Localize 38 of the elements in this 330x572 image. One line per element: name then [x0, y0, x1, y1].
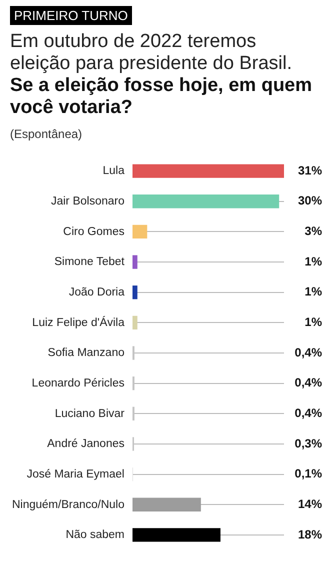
- data-label: 1%: [304, 254, 322, 268]
- bar: [132, 316, 138, 330]
- data-label: 3%: [304, 224, 322, 238]
- y-tick-label: André Janones: [47, 438, 125, 450]
- bar: [132, 498, 201, 512]
- bar: [132, 224, 148, 239]
- y-tick-label: João Doria: [68, 286, 126, 299]
- bar: [132, 194, 280, 208]
- data-label: 18%: [298, 527, 322, 542]
- chart-title: Em outubro de 2022 teremos eleição para presidente do Brasil.: [10, 31, 294, 75]
- bar: [132, 528, 220, 542]
- y-tick-label: Não sabem: [66, 529, 124, 542]
- y-tick-label: Lula: [102, 165, 126, 178]
- y-tick-label: Ciro Gomes: [63, 226, 125, 238]
- chart-subtitle: Se a eleição fosse hoje, em quem você votaria?: [10, 75, 314, 119]
- bar: [132, 164, 284, 178]
- data-label: 0,4%: [294, 376, 322, 390]
- y-tick-label: Luiz Felipe d'Ávila: [32, 316, 126, 329]
- y-tick-label: Simone Tebet: [54, 256, 126, 268]
- data-label: 31%: [298, 163, 322, 178]
- data-label: 0,4%: [294, 345, 322, 360]
- text: PRIMEIRO TURNO: [10, 6, 132, 25]
- data-label: 30%: [298, 194, 322, 208]
- data-label: 0,1%: [294, 466, 322, 481]
- bar: [132, 255, 138, 269]
- data-label: 14%: [298, 496, 322, 511]
- data-label: 0,3%: [294, 436, 322, 450]
- y-tick-label: Luciano Bivar: [54, 408, 125, 420]
- text: (Espontânea): [10, 127, 84, 141]
- y-tick-label: Jair Bolsonaro: [50, 196, 124, 208]
- data-label: 1%: [304, 314, 322, 329]
- data-label: 0,4%: [294, 406, 322, 420]
- y-tick-label: Sofia Manzano: [48, 347, 124, 360]
- y-tick-label: José Maria Eymael: [26, 468, 124, 480]
- bar: [132, 286, 138, 300]
- y-tick-label: Ninguém/Branco/Nulo: [12, 498, 124, 511]
- data-label: 1%: [304, 284, 322, 299]
- y-tick-label: Leonardo Péricles: [32, 377, 125, 390]
